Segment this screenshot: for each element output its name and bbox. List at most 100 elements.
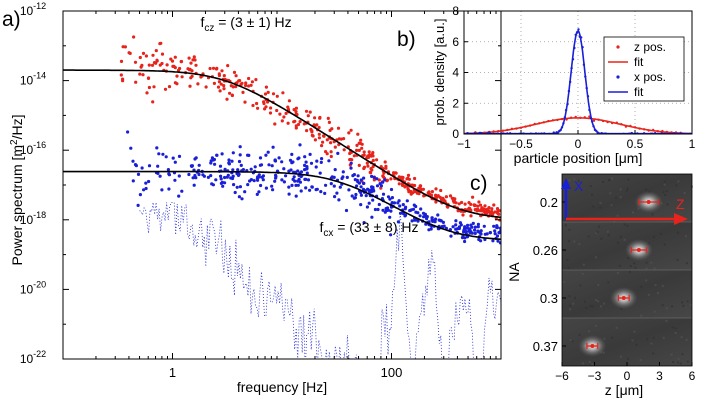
spectrum-fits <box>63 69 501 241</box>
spectrum-point <box>488 211 493 216</box>
spectrum-point <box>156 164 160 168</box>
spectrum-point <box>238 185 242 189</box>
image-noise <box>619 355 622 358</box>
density-point <box>592 119 596 122</box>
image-noise <box>599 206 602 209</box>
spectrum-point <box>495 234 500 238</box>
spectrum-point <box>377 202 381 207</box>
spectrum-point <box>362 176 366 180</box>
spectrum-y-tick-label: 10-18 <box>20 210 46 227</box>
spectrum-point <box>211 183 215 187</box>
spectrum-point <box>173 178 177 182</box>
image-noise <box>683 191 686 194</box>
spectrum-point <box>232 70 237 74</box>
spectrum-point <box>231 85 235 89</box>
spectrum-point <box>319 190 323 194</box>
spectrum-point <box>304 186 308 190</box>
spectrum-point <box>221 184 225 188</box>
spectrum-point <box>349 157 353 162</box>
spectrum-point <box>327 120 331 124</box>
spectrum-point <box>478 203 483 207</box>
spectrum-point <box>209 174 213 178</box>
spectrum-point <box>129 146 133 150</box>
spectrum-point <box>220 69 224 73</box>
spectrum-point <box>136 203 140 207</box>
image-noise <box>616 214 619 217</box>
spectrum-point <box>396 220 400 224</box>
cutoff-annotation: fcx = (33 ± 8) Hz <box>319 219 418 239</box>
spectrum-point <box>418 184 422 188</box>
spectrum-point <box>471 195 475 199</box>
position-marker <box>646 200 651 204</box>
spectrum-point <box>154 49 158 53</box>
image-noise <box>656 292 659 294</box>
spectrum-point <box>246 183 250 187</box>
spectrum-point <box>308 110 312 114</box>
spectrum-point <box>140 166 144 170</box>
image-x-tick-label: 6 <box>689 369 696 383</box>
spectrum-point <box>469 208 473 212</box>
spectrum-point <box>418 214 422 218</box>
spectrum-point <box>310 129 314 133</box>
spectrum-point <box>258 156 263 160</box>
spectrum-point <box>244 83 248 88</box>
image-noise <box>587 235 590 238</box>
image-noise <box>591 305 594 308</box>
image-noise <box>660 232 663 235</box>
spectrum-point <box>260 175 264 179</box>
image-noise <box>654 284 657 287</box>
spectrum-point <box>219 174 223 178</box>
spectrum-point <box>493 229 497 233</box>
image-noise <box>664 194 667 197</box>
image-x-tick-label: −6 <box>555 369 569 383</box>
image-noise <box>661 284 664 287</box>
density-x-tick-label: 0 <box>575 137 582 151</box>
spectrum-point <box>388 197 392 201</box>
spectrum-point <box>425 215 429 219</box>
spectrum-point <box>290 183 294 187</box>
spectrum-point <box>142 188 146 192</box>
image-noise <box>611 177 614 180</box>
spectrum-point <box>173 66 177 70</box>
spectrum-point <box>233 190 237 195</box>
panel-a: a) 1 100 10-22 10-20 10-18 10-16 10-14 10-12 fr… <box>2 1 502 395</box>
spectrum-point <box>329 150 333 154</box>
image-noise <box>596 231 599 233</box>
spectrum-point <box>160 61 164 66</box>
x-axis-arrowhead <box>561 178 571 189</box>
spectrum-point <box>291 160 295 164</box>
spectrum-point <box>179 59 184 64</box>
spectrum-point <box>141 51 146 56</box>
spectrum-point <box>217 72 221 76</box>
spectrum-point <box>449 234 453 238</box>
spectrum-point <box>264 153 268 157</box>
spectrum-point <box>325 138 329 142</box>
spectrum-point <box>165 63 169 67</box>
spectrum-point <box>477 200 481 204</box>
spectrum-point <box>222 84 226 88</box>
spectrum-point <box>473 204 477 208</box>
spectrum-point <box>458 221 462 225</box>
image-noise <box>665 319 668 322</box>
spectrum-point <box>235 172 239 176</box>
spectrum-point <box>353 196 357 200</box>
spectrum-point <box>498 241 501 245</box>
image-noise <box>662 191 665 194</box>
spectrum-point <box>492 224 496 228</box>
spectrum-point <box>308 152 312 156</box>
spectrum-point <box>328 128 332 132</box>
spectrum-point <box>360 142 364 146</box>
spectrum-point <box>121 79 125 83</box>
spectrum-point <box>294 110 298 114</box>
spectrum-point <box>177 154 182 158</box>
spectrum-point <box>485 211 489 215</box>
spectrum-point <box>187 172 191 177</box>
image-noise <box>652 352 655 355</box>
image-noise <box>689 303 692 306</box>
spectrum-point <box>171 156 175 160</box>
spectrum-point <box>119 73 123 77</box>
spectrum-point <box>371 158 375 163</box>
spectrum-point <box>370 215 374 219</box>
spectrum-point <box>164 155 168 159</box>
